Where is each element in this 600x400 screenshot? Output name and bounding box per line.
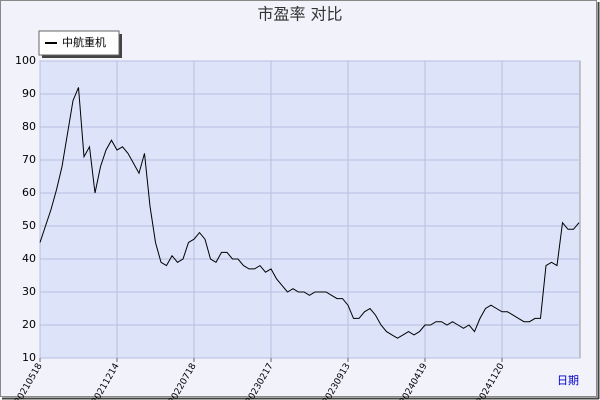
- y-tick-label: 40: [22, 252, 36, 265]
- y-tick-label: 100: [15, 54, 36, 67]
- y-tick-label: 70: [22, 153, 36, 166]
- line: [39, 87, 580, 339]
- plot-area: [39, 60, 581, 359]
- y-tick-label: 60: [22, 186, 36, 199]
- y-tick-label: 20: [22, 318, 36, 331]
- x-axis-label: 日期: [557, 374, 579, 387]
- chart-title: 市盈率 对比: [257, 5, 342, 24]
- y-tick-label: 30: [22, 285, 36, 298]
- legend-label: 中航重机: [62, 35, 106, 49]
- y-tick-label: 90: [22, 87, 36, 100]
- y-tick-label: 50: [22, 219, 36, 232]
- y-tick-label: 10: [22, 351, 36, 364]
- y-tick-label: 80: [22, 120, 36, 133]
